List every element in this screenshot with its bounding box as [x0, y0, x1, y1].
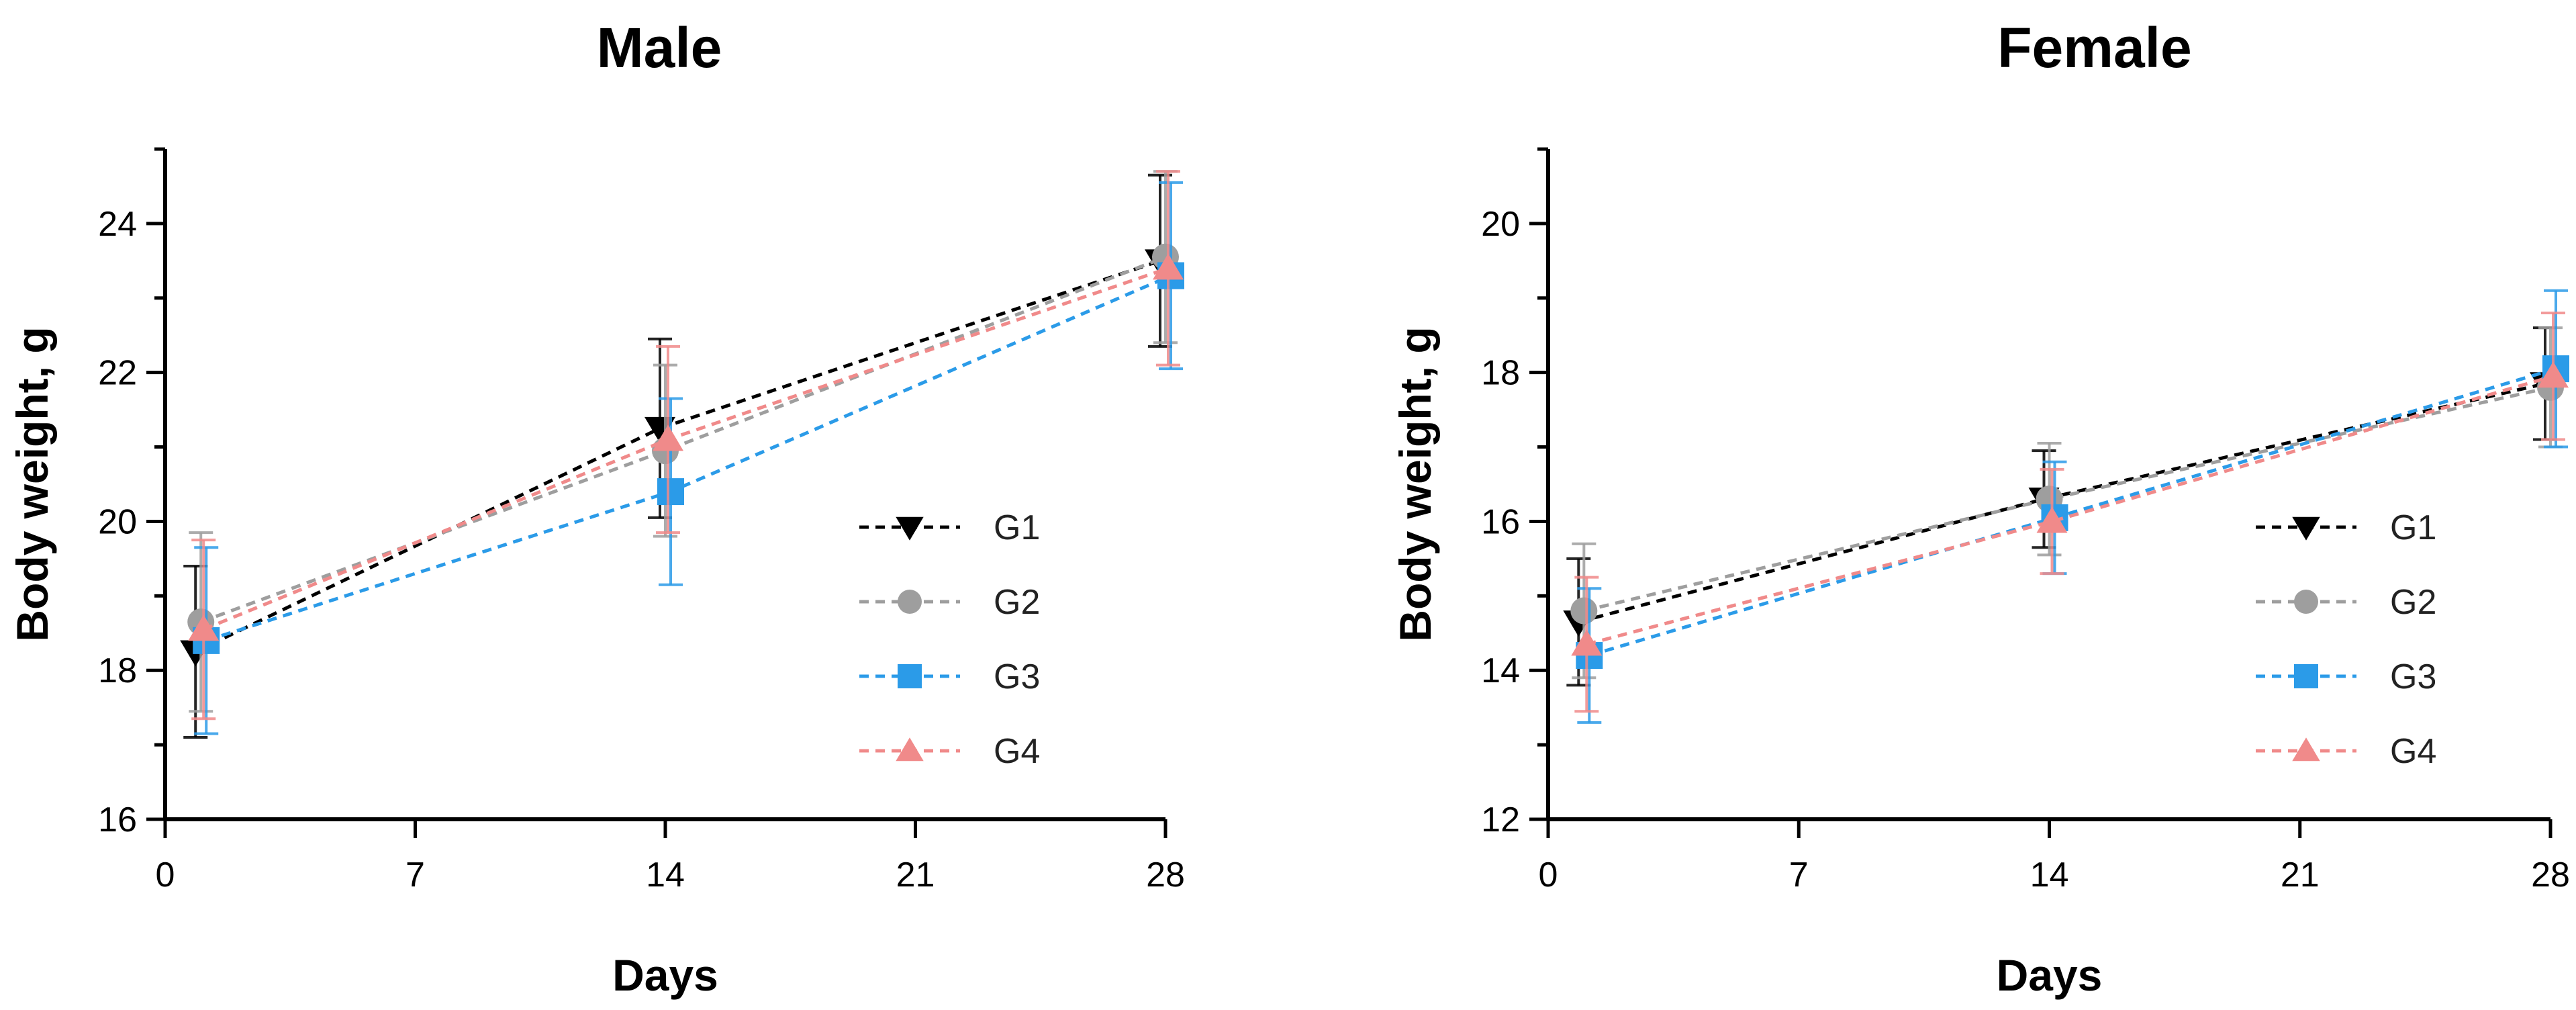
female-legend-label: G3	[2390, 657, 2436, 696]
male-data-point	[188, 614, 220, 641]
female-x-tick-label: 28	[2531, 856, 2570, 894]
male-legend-marker	[898, 590, 922, 614]
female-data-point	[2036, 506, 2068, 533]
female-y-axis-title: Body weight, g	[1390, 326, 1440, 641]
male-series-line	[203, 267, 1169, 631]
female-legend-label: G2	[2390, 583, 2436, 622]
male-y-tick-label: 22	[98, 354, 137, 393]
male-series-g4	[188, 170, 1184, 721]
male-x-tick-label: 28	[1146, 856, 1185, 894]
female-legend-marker	[2292, 516, 2320, 541]
female-data-point	[2538, 361, 2569, 388]
male-chart-title: Male	[597, 16, 722, 79]
female-x-tick-label: 14	[2030, 856, 2069, 894]
male-legend-marker	[896, 516, 924, 541]
female-data-point	[1571, 629, 1603, 656]
male-data-point	[1153, 253, 1184, 280]
female-data-point	[1570, 597, 1598, 625]
male-x-axis-title: Days	[612, 950, 718, 1000]
female-legend-marker	[2292, 737, 2320, 762]
male-legend-marker	[898, 664, 922, 688]
male-legend-label: G4	[994, 732, 1040, 771]
male-y-tick-label: 24	[98, 205, 137, 244]
male-legend-label: G2	[994, 583, 1040, 622]
male-chart: Male 16 18 20 22 24 0 7 14 21 28 Days Body weight, g…	[7, 16, 1185, 1000]
male-series-g2	[187, 170, 1179, 713]
male-legend-label: G1	[994, 508, 1040, 547]
male-legend-item: G1	[859, 508, 1040, 547]
female-series-line	[1586, 374, 2554, 646]
male-legend-label: G3	[994, 657, 1040, 696]
male-data-point	[653, 424, 683, 451]
male-y-tick-label: 20	[98, 502, 137, 541]
male-y-tick-label: 16	[98, 800, 137, 839]
female-series-g2	[1570, 326, 2564, 680]
female-chart: Female 12 14 16 18 20 0 7 14 21 28 Days Body weight,…	[1390, 16, 2570, 1000]
female-legend-label: G4	[2390, 732, 2436, 771]
female-series-g4	[1571, 311, 2569, 713]
female-y-tick-label: 20	[1481, 205, 1520, 244]
female-y-tick-label: 12	[1481, 800, 1520, 839]
female-x-tick-label: 7	[1789, 856, 1809, 894]
male-legend-item: G4	[859, 732, 1040, 771]
female-y-tick-label: 16	[1481, 502, 1520, 541]
female-y-tick-label: 14	[1481, 651, 1520, 690]
male-series-line	[200, 255, 1166, 624]
female-series-line	[1583, 385, 2551, 612]
male-legend-item: G3	[859, 657, 1040, 696]
female-x-tick-label: 0	[1539, 856, 1558, 894]
male-data-point	[657, 478, 684, 506]
male-y-tick-label: 18	[98, 651, 137, 690]
female-legend-label: G1	[2390, 508, 2436, 547]
male-series-g3	[193, 181, 1184, 735]
male-x-tick-label: 0	[156, 856, 175, 894]
male-legend-item: G2	[859, 583, 1040, 622]
male-x-tick-label: 14	[646, 856, 685, 894]
male-x-tick-label: 7	[406, 856, 425, 894]
male-legend-marker	[896, 737, 924, 762]
female-y-tick-label: 18	[1481, 354, 1520, 393]
female-legend-marker	[2294, 590, 2318, 614]
female-legend-item: G3	[2256, 657, 2436, 696]
female-chart-title: Female	[1997, 16, 2192, 79]
male-y-axis-title: Body weight, g	[7, 326, 57, 641]
female-legend-item: G4	[2256, 732, 2436, 771]
female-x-tick-label: 21	[2281, 856, 2320, 894]
male-series-g1	[180, 173, 1176, 739]
female-legend-item: G2	[2256, 583, 2436, 622]
female-legend-marker	[2294, 664, 2318, 688]
female-legend-item: G1	[2256, 508, 2436, 547]
female-x-axis-title: Days	[1997, 950, 2103, 1000]
male-x-tick-label: 21	[896, 856, 935, 894]
